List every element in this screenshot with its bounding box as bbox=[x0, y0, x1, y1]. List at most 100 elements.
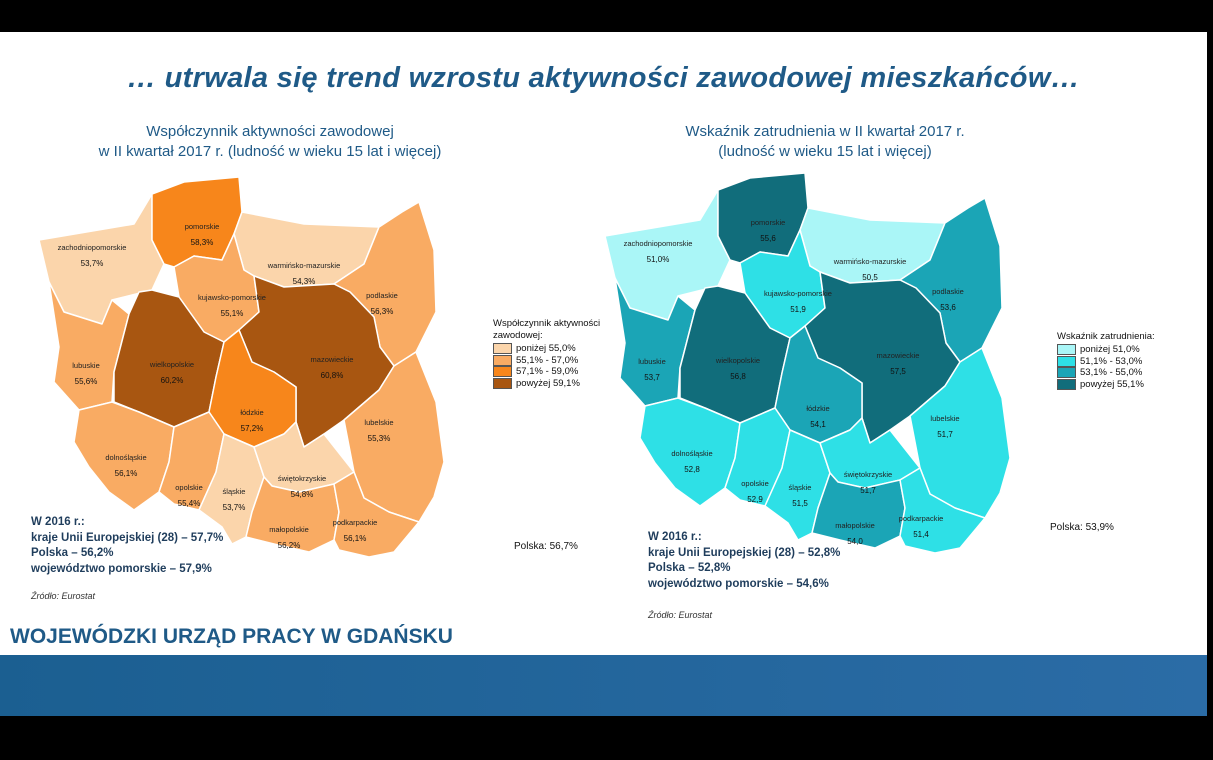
region-label-pomorskie: pomorskie bbox=[751, 218, 786, 227]
legend-label: 57,1% - 59,0% bbox=[516, 366, 579, 378]
region-label-podkarpackie: podkarpackie bbox=[899, 514, 944, 523]
region-label-wielkopolskie: wielkopolskie bbox=[149, 360, 194, 369]
legend-title-line: zawodowej: bbox=[493, 330, 543, 341]
region-value-kujawsko: 55,1% bbox=[221, 309, 244, 318]
region-value-pomorskie: 58,3% bbox=[191, 238, 214, 247]
map-title-line: Wskaźnik zatrudnienia w II kwartał 2017 … bbox=[685, 123, 965, 140]
region-label-swietokrzyskie: świętokrzyskie bbox=[844, 470, 892, 479]
legend-label: poniżej 55,0% bbox=[516, 343, 576, 355]
legend-item: powyżej 55,1% bbox=[1057, 378, 1155, 391]
region-label-lubuskie: lubuskie bbox=[72, 361, 100, 370]
activity-rate-map: zachodniopomorskie 53,7% pomorskie 58,3% war… bbox=[38, 176, 445, 558]
legend-label: 53,1% - 55,0% bbox=[1080, 367, 1143, 379]
legend-item: 57,1% - 59,0% bbox=[493, 366, 600, 378]
region-value-zachodniopomorskie: 53,7% bbox=[81, 259, 104, 268]
legend-item: poniżej 51,0% bbox=[1057, 344, 1155, 356]
stats-line: kraje Unii Europejskiej (28) – 57,7% bbox=[31, 531, 224, 544]
region-value-lubuskie: 55,6% bbox=[75, 377, 98, 386]
stats-line: Polska – 56,2% bbox=[31, 547, 114, 559]
region-value-mazowieckie: 60,8% bbox=[321, 371, 344, 380]
legend-swatch bbox=[1057, 355, 1076, 367]
stats-heading: W 2016 r.: bbox=[31, 516, 85, 528]
footer-organization: WOJEWÓDZKI URZĄD PRACY W GDAŃSKU bbox=[10, 625, 453, 648]
region-value-podlaskie: 53,6 bbox=[940, 303, 956, 312]
region-label-warminsko: warmińsko-mazurskie bbox=[267, 261, 341, 270]
map-title-employment: Wskaźnik zatrudnienia w II kwartał 2017 … bbox=[595, 122, 1055, 162]
source-note: Źródło: Eurostat bbox=[648, 610, 713, 620]
region-label-podlaskie: podlaskie bbox=[366, 291, 398, 300]
legend-swatch bbox=[1057, 378, 1076, 390]
legend-item: 55,1% - 57,0% bbox=[493, 354, 600, 367]
region-label-slaskie: śląskie bbox=[789, 483, 812, 492]
legend-swatch bbox=[493, 343, 512, 355]
stats-line: Polska – 52,8% bbox=[648, 562, 731, 574]
region-label-lubuskie: lubuskie bbox=[638, 357, 666, 366]
region-podkarpackie bbox=[899, 467, 986, 554]
legend-swatch bbox=[493, 354, 512, 366]
region-value-lodzkie: 54,1 bbox=[810, 420, 826, 429]
region-value-warminsko: 50,5 bbox=[862, 273, 878, 282]
legend-swatch bbox=[493, 377, 512, 389]
legend-swatch bbox=[1057, 344, 1076, 356]
legend-employment: Wskaźnik zatrudnienia: poniżej 51,0% 51,… bbox=[1057, 331, 1155, 390]
legend-item: 51,1% - 53,0% bbox=[1057, 355, 1155, 368]
poland-activity-value: Polska: 56,7% bbox=[514, 541, 578, 552]
region-label-opolskie: opolskie bbox=[741, 479, 769, 488]
legend-item: powyżej 59,1% bbox=[493, 377, 600, 390]
legend-label: powyżej 55,1% bbox=[1080, 378, 1144, 390]
stats-line: województwo pomorskie – 57,9% bbox=[31, 562, 212, 575]
region-value-malopolskie: 54,0 bbox=[847, 537, 863, 546]
stats-2016-employment: W 2016 r.: kraje Unii Europejskiej (28) … bbox=[648, 530, 840, 592]
region-label-kujawsko: kujawsko-pomorskie bbox=[764, 289, 832, 298]
region-value-lubelskie: 55,3% bbox=[368, 434, 391, 443]
region-value-warminsko: 54,3% bbox=[293, 277, 316, 286]
region-label-dolnoslaskie: dolnośląskie bbox=[671, 449, 712, 458]
region-value-podlaskie: 56,3% bbox=[371, 307, 394, 316]
region-label-lodzkie: łódzkie bbox=[240, 408, 263, 417]
region-value-wielkopolskie: 56,8 bbox=[730, 372, 746, 381]
legend-activity: Współczynnik aktywności zawodowej: poniż… bbox=[493, 318, 600, 389]
region-value-zachodniopomorskie: 51,0% bbox=[647, 255, 670, 264]
region-value-podkarpackie: 51,4 bbox=[913, 530, 929, 539]
region-value-lubelskie: 51,7 bbox=[937, 430, 953, 439]
region-label-kujawsko: kujawsko-pomorskie bbox=[198, 293, 266, 302]
region-value-lubuskie: 53,7 bbox=[644, 373, 660, 382]
map-title-line: Współczynnik aktywności zawodowej bbox=[146, 123, 394, 140]
region-label-malopolskie: małopolskie bbox=[269, 525, 309, 534]
region-podkarpackie bbox=[333, 471, 420, 558]
region-label-malopolskie: małopolskie bbox=[835, 521, 875, 530]
region-label-opolskie: opolskie bbox=[175, 483, 203, 492]
region-label-slaskie: śląskie bbox=[223, 487, 246, 496]
region-label-mazowieckie: mazowieckie bbox=[311, 355, 354, 364]
region-label-dolnoslaskie: dolnośląskie bbox=[105, 453, 146, 462]
stats-line: kraje Unii Europejskiej (28) – 52,8% bbox=[648, 546, 841, 559]
legend-label: 51,1% - 53,0% bbox=[1080, 355, 1143, 367]
region-value-opolskie: 55,4% bbox=[178, 499, 201, 508]
legend-label: powyżej 59,1% bbox=[516, 377, 580, 389]
region-value-wielkopolskie: 60,2% bbox=[161, 376, 184, 385]
region-value-podkarpackie: 56,1% bbox=[344, 534, 367, 543]
poland-employment-value: Polska: 53,9% bbox=[1050, 522, 1114, 533]
region-label-wielkopolskie: wielkopolskie bbox=[715, 356, 760, 365]
region-label-mazowieckie: mazowieckie bbox=[877, 351, 920, 360]
legend-swatch bbox=[493, 366, 512, 378]
region-value-dolnoslaskie: 56,1% bbox=[115, 469, 138, 478]
legend-title-line: Współczynnik aktywności bbox=[493, 318, 601, 329]
region-value-malopolskie: 56,2% bbox=[278, 541, 301, 550]
legend-item: poniżej 55,0% bbox=[493, 343, 600, 355]
region-label-podlaskie: podlaskie bbox=[932, 287, 964, 296]
region-value-swietokrzyskie: 54,8% bbox=[291, 490, 314, 499]
map-title-line: (ludność w wieku 15 lat i więcej) bbox=[718, 143, 932, 160]
region-label-swietokrzyskie: świętokrzyskie bbox=[278, 474, 326, 483]
legend-item: 53,1% - 55,0% bbox=[1057, 367, 1155, 379]
region-label-lodzkie: łódzkie bbox=[806, 404, 829, 413]
region-value-slaskie: 51,5 bbox=[792, 499, 808, 508]
legend-label: poniżej 51,0% bbox=[1080, 344, 1140, 356]
slide: … utrwala się trend wzrostu aktywności z… bbox=[0, 32, 1207, 716]
region-value-mazowieckie: 57,5 bbox=[890, 367, 906, 376]
region-value-pomorskie: 55,6 bbox=[760, 234, 776, 243]
region-label-warminsko: warmińsko-mazurskie bbox=[833, 257, 907, 266]
map-title-activity: Współczynnik aktywności zawodowej w II k… bbox=[40, 122, 500, 162]
region-label-zachodniopomorskie: zachodniopomorskie bbox=[624, 239, 693, 248]
region-value-kujawsko: 51,9 bbox=[790, 305, 806, 314]
